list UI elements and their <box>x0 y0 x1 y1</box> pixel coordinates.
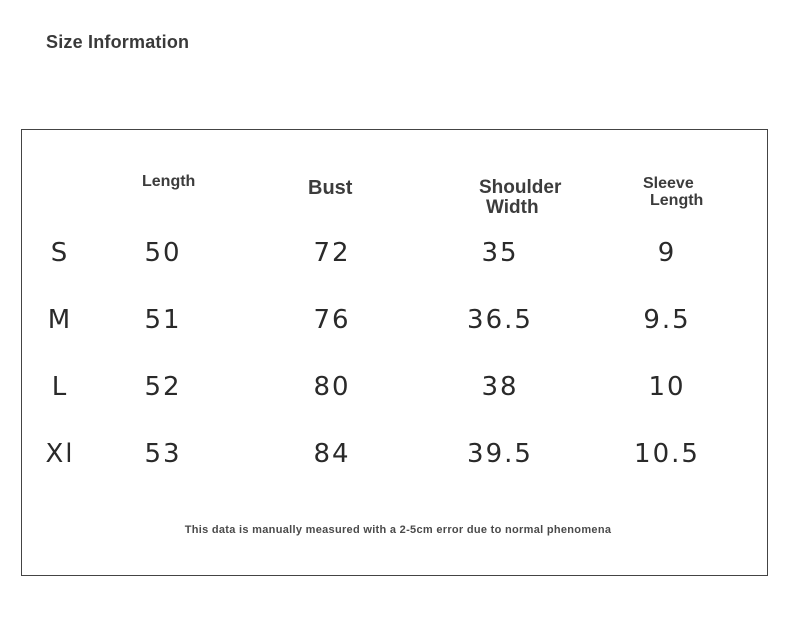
cell-shoulder-width: 36.5 <box>467 305 533 335</box>
cell-shoulder-width: 38 <box>481 372 519 402</box>
column-header-length: Length <box>142 173 196 190</box>
cell-bust: 80 <box>313 372 351 402</box>
row-size-label: S <box>50 238 70 268</box>
cell-sleeve-length: 10 <box>648 372 686 402</box>
cell-length: 53 <box>144 439 182 469</box>
cell-length: 52 <box>144 372 182 402</box>
cell-shoulder-width: 35 <box>481 238 519 268</box>
column-header-shoulder-width-line1: Shoulder <box>479 177 562 198</box>
column-header-sleeve-length-line2: Length <box>650 191 704 209</box>
column-header-sleeve-length-line1: Sleeve <box>643 175 694 192</box>
column-header-shoulder-width: Shoulder Width <box>479 178 561 218</box>
cell-sleeve-length: 9.5 <box>643 305 691 335</box>
page-title: Size Information <box>46 32 190 52</box>
cell-length: 51 <box>144 305 182 335</box>
row-size-label: M <box>47 305 73 335</box>
column-header-sleeve-length: Sleeve Length <box>643 175 704 210</box>
size-table-frame <box>21 129 768 576</box>
column-header-shoulder-width-line2: Width <box>486 196 539 218</box>
cell-length: 50 <box>144 238 182 268</box>
column-header-bust: Bust <box>308 177 353 199</box>
measurement-disclaimer: This data is manually measured with a 2-… <box>184 524 612 536</box>
cell-shoulder-width: 39.5 <box>467 439 533 469</box>
row-size-label: Xl <box>45 439 75 469</box>
cell-bust: 72 <box>313 238 351 268</box>
row-size-label: L <box>51 372 69 402</box>
cell-sleeve-length: 10.5 <box>634 439 700 469</box>
cell-sleeve-length: 9 <box>657 238 677 268</box>
cell-bust: 76 <box>313 305 351 335</box>
cell-bust: 84 <box>313 439 351 469</box>
